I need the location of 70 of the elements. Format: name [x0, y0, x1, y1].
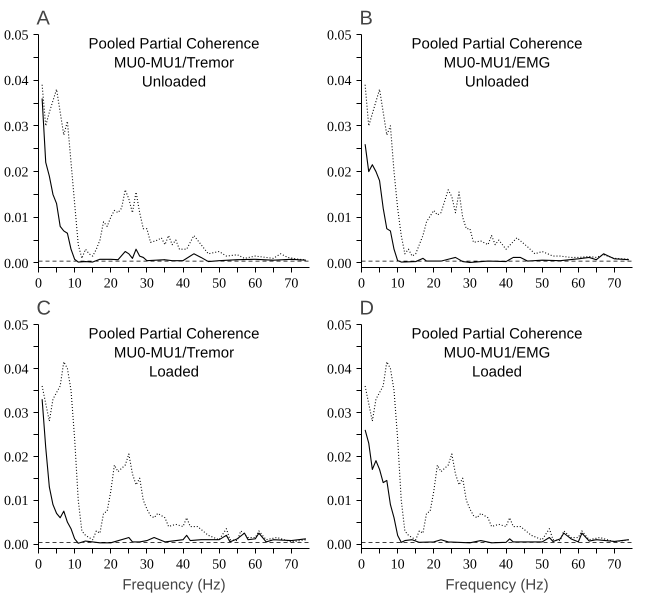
x-tick-label: 30 — [140, 558, 154, 572]
y-tick-label: 0.02 — [327, 166, 352, 181]
x-tick-label: 50 — [535, 276, 550, 292]
y-tick-label: 0.03 — [327, 406, 352, 422]
y-tick-label: 0.02 — [327, 450, 352, 466]
x-tick-label: 20 — [104, 276, 118, 292]
x-axis-title: Frequency (Hz) — [122, 576, 226, 594]
text: MU0-MU1/EMG Loaded — [444, 344, 550, 380]
y-tick-label: 0.00 — [4, 256, 28, 272]
text: D — [360, 298, 374, 320]
x-tick-label: 10 — [68, 276, 82, 292]
x-tick-label: 60 — [571, 276, 586, 292]
y-tick-label: 0.03 — [4, 120, 28, 135]
x-tick-label: 10 — [390, 558, 405, 572]
x-axis-title: Frequency (Hz) — [445, 576, 549, 594]
x-tick-label: 20 — [104, 558, 118, 572]
chart-title: Pooled Partial Coherence — [412, 36, 582, 52]
x-tick-label: 70 — [284, 558, 298, 572]
text: MU0-MU1/EMG Unloaded — [444, 54, 550, 90]
x-tick-label: 50 — [535, 558, 550, 572]
y-tick-label: 0.01 — [4, 211, 28, 226]
y-tick-label: 0.00 — [327, 538, 352, 554]
y-tick-label: 0.03 — [4, 406, 28, 422]
y-tick-label: 0.05 — [327, 318, 352, 334]
x-tick-label: 30 — [140, 276, 154, 292]
y-tick-label: 0.00 — [4, 538, 28, 554]
chart-title: Pooled Partial Coherence — [88, 326, 260, 342]
y-tick-label: 0.05 — [4, 28, 28, 44]
y-tick-label: 0.04 — [4, 74, 28, 90]
x-tick-label: 0 — [35, 558, 42, 572]
y-tick-label: 0.04 — [327, 74, 352, 90]
x-tick-label: 10 — [390, 276, 405, 292]
x-tick-label: 40 — [176, 558, 190, 572]
y-tick-label: 0.05 — [4, 318, 28, 334]
chart-title: Pooled Partial Coherence — [412, 326, 582, 342]
x-tick-label: 0 — [358, 276, 365, 292]
y-tick-label: 0.05 — [327, 28, 352, 44]
x-tick-label: 40 — [499, 276, 514, 292]
y-tick-label: 0.03 — [327, 120, 352, 135]
x-tick-label: 50 — [212, 558, 226, 572]
x-tick-label: 0 — [35, 276, 42, 292]
x-tick-label: 60 — [571, 558, 586, 572]
x-tick-label: 70 — [284, 276, 298, 292]
x-tick-label: 70 — [607, 276, 622, 292]
x-tick-label: 20 — [426, 276, 441, 292]
text: MU0-MU1/Tremor Unloaded — [114, 54, 234, 90]
x-tick-label: 40 — [499, 558, 514, 572]
text: A — [36, 8, 50, 30]
x-tick-label: 30 — [462, 558, 477, 572]
y-tick-label: 0.01 — [327, 211, 352, 226]
y-tick-label: 0.01 — [327, 494, 352, 510]
y-tick-label: 0.02 — [4, 166, 28, 181]
x-tick-label: 60 — [248, 276, 262, 292]
y-tick-label: 0.04 — [4, 362, 28, 378]
text: B — [360, 8, 373, 30]
x-tick-label: 20 — [426, 558, 441, 572]
x-tick-label: 10 — [68, 558, 82, 572]
x-tick-label: 50 — [212, 276, 226, 292]
chart-title: Pooled Partial Coherence — [88, 36, 260, 52]
y-tick-label: 0.02 — [4, 450, 28, 466]
y-tick-label: 0.04 — [327, 362, 352, 378]
y-tick-label: 0.00 — [327, 256, 352, 272]
x-tick-label: 0 — [358, 558, 365, 572]
x-tick-label: 40 — [176, 276, 190, 292]
x-tick-label: 70 — [607, 558, 622, 572]
text: C — [36, 298, 51, 320]
text: MU0-MU1/Tremor Loaded — [114, 344, 234, 380]
y-tick-label: 0.01 — [4, 494, 28, 510]
x-tick-label: 30 — [462, 276, 477, 292]
x-tick-label: 60 — [248, 558, 262, 572]
